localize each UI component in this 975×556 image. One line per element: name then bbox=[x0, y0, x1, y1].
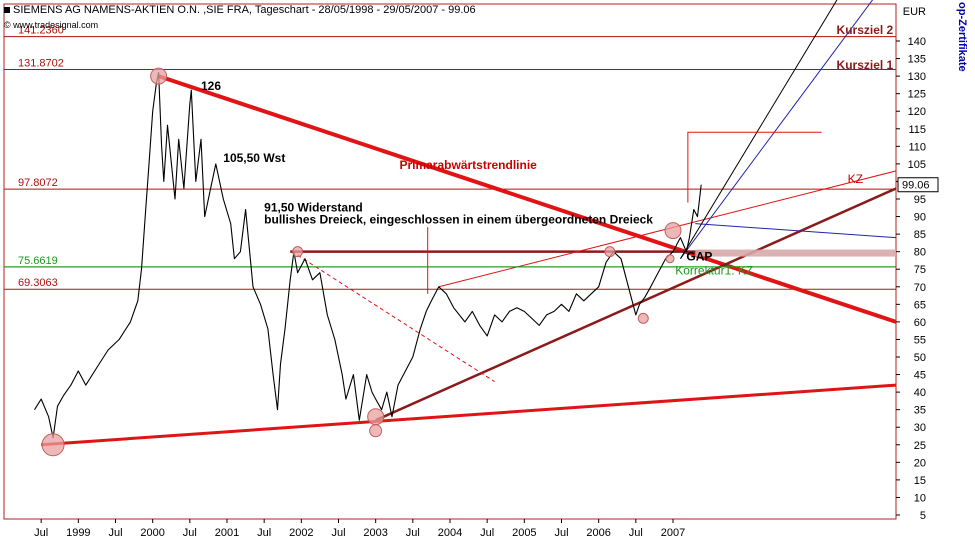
axes: 5101520253035404550556065707580859095100… bbox=[34, 6, 939, 539]
grid bbox=[3, 3, 897, 520]
pivot-marker bbox=[665, 254, 675, 264]
level-label: 131.8702 bbox=[18, 58, 64, 70]
title-square-icon bbox=[4, 7, 10, 14]
x-tick-label: 2003 bbox=[363, 527, 387, 539]
y-tick-label: 140 bbox=[908, 36, 926, 48]
y-tick-label: 120 bbox=[908, 106, 926, 118]
x-tick-label: Jul bbox=[480, 527, 494, 539]
y-tick-label: 20 bbox=[914, 457, 926, 469]
chart-title: SIEMENS AG NAMENS-AKTIEN O.N. ,SIE FRA, … bbox=[13, 4, 476, 16]
y-tick-label: 30 bbox=[914, 422, 926, 434]
y-tick-label: 10 bbox=[914, 492, 926, 504]
trend-line bbox=[680, 0, 838, 259]
y-tick-label: 35 bbox=[914, 405, 926, 417]
trend-line bbox=[41, 383, 897, 447]
x-tick-label: Jul bbox=[406, 527, 420, 539]
pivot-marker bbox=[664, 222, 682, 240]
y-tick-label: 115 bbox=[908, 124, 926, 136]
x-tick-label: Jul bbox=[257, 527, 271, 539]
y-tick-label: 80 bbox=[914, 247, 926, 259]
y-tick-label: 105 bbox=[908, 159, 926, 171]
pivot-marker bbox=[367, 408, 385, 426]
x-tick-label: Jul bbox=[108, 527, 122, 539]
annotation-label: Primarabwärtstrendlinie bbox=[399, 158, 537, 172]
x-tick-label: 2006 bbox=[586, 527, 610, 539]
x-tick-label: 2004 bbox=[438, 527, 462, 539]
y-tick-label: 125 bbox=[908, 89, 926, 101]
annotation-label: Kursziel 2 bbox=[837, 23, 894, 37]
annotation-label: GAP bbox=[686, 249, 712, 263]
y-tick-label: 65 bbox=[914, 299, 926, 311]
pivot-marker bbox=[604, 246, 616, 258]
y-tick-label: 25 bbox=[914, 440, 926, 452]
trend-line bbox=[687, 131, 822, 203]
x-tick-label: Jul bbox=[183, 527, 197, 539]
y-tick-label: 70 bbox=[914, 282, 926, 294]
y-tick-label: 130 bbox=[908, 71, 926, 83]
x-tick-label: 2001 bbox=[215, 527, 239, 539]
side-banner: op-Zertifikate bbox=[954, 0, 975, 556]
y-tick-label: 60 bbox=[914, 317, 926, 329]
chart-title-bar: SIEMENS AG NAMENS-AKTIEN O.N. ,SIE FRA, … bbox=[4, 4, 476, 16]
y-tick-label: 5 bbox=[920, 510, 926, 522]
gap-band bbox=[695, 249, 896, 257]
y-axis-unit: EUR bbox=[903, 6, 926, 18]
level-label: 141.2360 bbox=[18, 25, 64, 37]
y-tick-label: 55 bbox=[914, 334, 926, 346]
annotation-label: 126 bbox=[201, 79, 221, 93]
annotation-label: Korrektur1. KZ bbox=[675, 263, 753, 277]
pivot-marker bbox=[150, 67, 168, 85]
y-tick-label: 90 bbox=[914, 212, 926, 224]
y-tick-label: 95 bbox=[914, 194, 926, 206]
y-tick-label: 50 bbox=[914, 352, 926, 364]
pivot-marker bbox=[41, 433, 65, 457]
x-tick-label: 2000 bbox=[140, 527, 164, 539]
watermark: © www.tradesignal.com bbox=[4, 20, 99, 30]
x-tick-label: Jul bbox=[34, 527, 48, 539]
side-banner-text: op-Zertifikate bbox=[956, 2, 968, 72]
annotation-label: bullishes Dreieck, eingeschlossen in ein… bbox=[264, 213, 653, 227]
pivot-marker bbox=[637, 312, 649, 324]
y-tick-label: 135 bbox=[908, 54, 926, 66]
level-label: 75.6619 bbox=[18, 255, 58, 267]
x-tick-label: 2002 bbox=[289, 527, 313, 539]
annotation-label: KZ bbox=[848, 172, 863, 186]
x-tick-label: 1999 bbox=[66, 527, 90, 539]
last-price-box bbox=[897, 177, 939, 193]
trend-line bbox=[375, 187, 897, 422]
plot-frame bbox=[3, 3, 897, 520]
annotations: 141.2360 131.8702 97.8072 75.6619 69.3063 126… bbox=[18, 23, 894, 289]
price-series-line bbox=[34, 72, 702, 439]
y-tick-label: 75 bbox=[914, 264, 926, 276]
last-price-label: 99.06 bbox=[902, 180, 930, 192]
trend-line bbox=[680, 0, 874, 259]
trendlines bbox=[4, 0, 897, 447]
pivot-markers bbox=[41, 67, 682, 457]
y-tick-label: 15 bbox=[914, 475, 926, 487]
y-tick-label: 85 bbox=[914, 229, 926, 241]
x-tick-label: Jul bbox=[331, 527, 345, 539]
y-tick-label: 40 bbox=[914, 387, 926, 399]
x-tick-label: Jul bbox=[629, 527, 643, 539]
annotation-label: 91,50 Widerstand bbox=[264, 200, 363, 214]
level-label: 97.8072 bbox=[18, 177, 58, 189]
pivot-marker bbox=[292, 246, 304, 258]
annotation-label: 105,50 Wst bbox=[223, 151, 285, 165]
x-tick-label: 2005 bbox=[512, 527, 536, 539]
trend-line bbox=[695, 223, 897, 239]
price-line bbox=[34, 72, 702, 439]
y-tick-label: 110 bbox=[908, 141, 926, 153]
trend-line bbox=[157, 74, 897, 324]
annotation-label: Kursziel 1 bbox=[837, 58, 894, 72]
x-tick-label: Jul bbox=[554, 527, 568, 539]
level-label: 69.3063 bbox=[18, 277, 58, 289]
y-tick-label: 45 bbox=[914, 370, 926, 382]
pivot-marker bbox=[369, 424, 383, 438]
x-tick-label: 2007 bbox=[661, 527, 685, 539]
